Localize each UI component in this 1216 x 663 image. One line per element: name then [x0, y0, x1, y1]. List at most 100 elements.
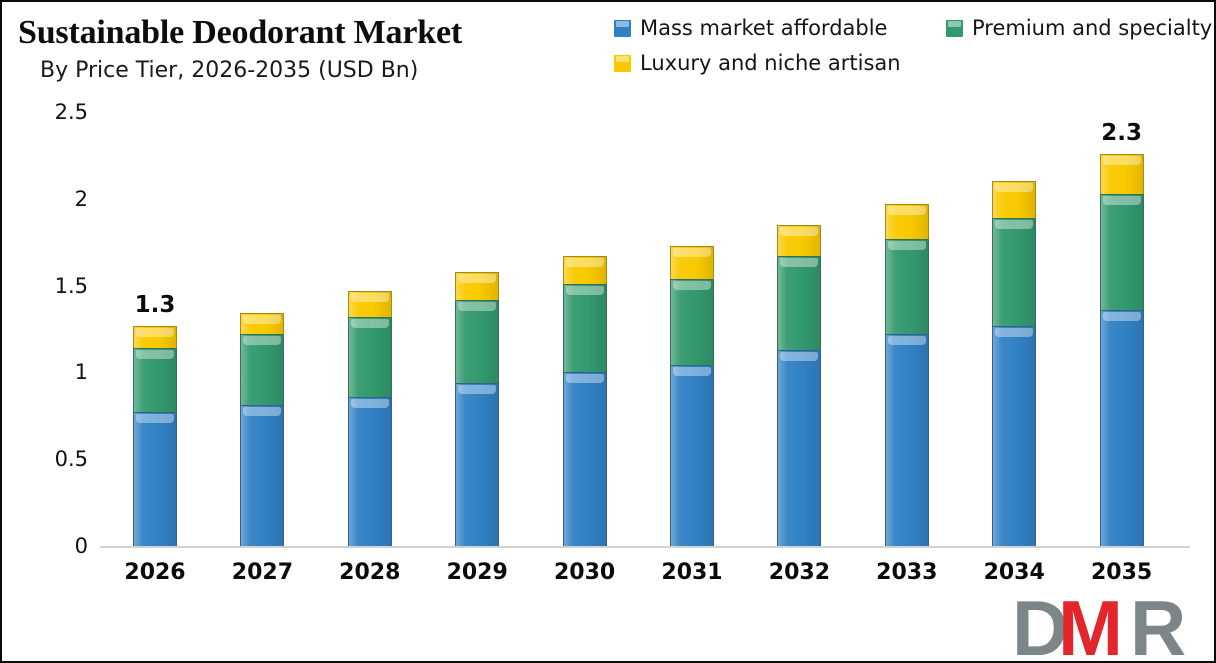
bar-segment[interactable]	[1099, 153, 1144, 194]
bar-group[interactable]: 2031	[661, 245, 723, 585]
legend-label: Premium and specialty	[972, 16, 1213, 40]
bar-sheen-overlay	[134, 326, 176, 349]
bar-sheen-overlay	[671, 246, 713, 279]
x-axis-tick-label: 2031	[661, 560, 723, 585]
bar-segment[interactable]	[347, 316, 392, 397]
bar-gloss-highlight	[458, 384, 497, 394]
bar-value-label: 1.3	[134, 291, 176, 318]
y-axis-tick-label: 0	[74, 534, 88, 558]
bar-segment[interactable]	[670, 245, 714, 279]
bar-gloss-highlight	[1102, 155, 1141, 165]
bar-segment[interactable]	[562, 256, 607, 284]
legend-item-2[interactable]: Luxury and niche artisan	[614, 53, 946, 74]
bar-sheen-overlay	[993, 326, 1036, 546]
bar-segment[interactable]	[1099, 193, 1144, 310]
bar-segment[interactable]	[562, 283, 607, 373]
bar-segment[interactable]	[777, 224, 822, 257]
x-axis-tick-label: 2033	[876, 560, 938, 585]
y-axis-tick-label: 0.5	[54, 447, 88, 472]
bar-segment[interactable]	[777, 256, 822, 350]
bar-sheen-overlay	[993, 218, 1036, 326]
bar-sheen-overlay	[1100, 154, 1143, 194]
bar-segment[interactable]	[777, 349, 822, 546]
bar-gloss-highlight	[995, 183, 1034, 193]
bar-sheen-overlay	[456, 300, 499, 383]
bar-group[interactable]: 2.3 2035	[1091, 120, 1152, 585]
legend-item-0[interactable]: Mass market affordable	[614, 18, 946, 39]
bar-segment[interactable]	[240, 405, 285, 546]
bar-group[interactable]: 2028	[339, 290, 400, 585]
bar-gloss-highlight	[458, 301, 497, 311]
bar-segment[interactable]	[347, 290, 392, 317]
bar-gloss-highlight	[1102, 195, 1141, 205]
bar-gloss-highlight	[780, 258, 819, 268]
bar-gloss-highlight	[458, 273, 497, 283]
plot-area: 0 0.5 1 1.5 2 2.5 1.3 2026 2027 2028 2029 2030 2031…	[55, 100, 1190, 585]
bar-segment[interactable]	[562, 372, 607, 546]
bar-segment[interactable]	[884, 334, 929, 546]
bar-gloss-highlight	[565, 285, 604, 295]
bar-segment[interactable]	[1099, 309, 1144, 546]
bar-sheen-overlay	[1100, 310, 1143, 546]
bar-sheen-overlay	[778, 350, 821, 546]
bar-segment[interactable]	[992, 325, 1037, 546]
bar-group[interactable]: 2027	[232, 313, 293, 585]
bar-gloss-highlight	[673, 367, 711, 377]
bar-group[interactable]: 2032	[769, 224, 830, 585]
bar-group[interactable]: 2030	[554, 256, 615, 585]
x-axis-tick-label: 2029	[446, 560, 508, 585]
bar-sheen-overlay	[671, 279, 713, 366]
bar-segment[interactable]	[240, 334, 285, 406]
bar-segment[interactable]	[884, 238, 929, 335]
bar-sheen-overlay	[348, 397, 391, 546]
x-axis-tick-label: 2034	[983, 560, 1045, 585]
bar-segment[interactable]	[133, 325, 177, 349]
bar-gloss-highlight	[780, 226, 819, 236]
bar-group[interactable]: 2029	[447, 271, 508, 585]
bar-sheen-overlay	[778, 257, 821, 350]
bar-group[interactable]: 1.3 2026	[124, 292, 185, 585]
legend-swatch-icon	[614, 55, 631, 72]
legend-label: Luxury and niche artisan	[640, 51, 901, 75]
bar-group[interactable]: 2033	[876, 204, 937, 585]
bar-segment[interactable]	[992, 217, 1037, 326]
page-title: Sustainable Deodorant Market	[18, 14, 462, 51]
x-axis-tick-label: 2027	[231, 560, 294, 585]
bar-segment[interactable]	[347, 396, 392, 546]
bar-sheen-overlay	[563, 284, 606, 373]
bar-gloss-highlight	[350, 318, 389, 328]
bar-gloss-highlight	[136, 327, 174, 337]
bar-segment[interactable]	[455, 382, 500, 546]
bar-segment[interactable]	[670, 278, 714, 366]
x-axis-tick-label: 2026	[124, 560, 186, 585]
bar-sheen-overlay	[885, 205, 928, 239]
bar-segment[interactable]	[670, 365, 714, 546]
bar-gloss-highlight	[243, 336, 282, 346]
legend-item-1[interactable]: Premium and specialty	[946, 18, 1212, 39]
x-axis-tick-label: 2032	[768, 560, 831, 585]
bar-segment[interactable]	[455, 299, 500, 383]
bar-value-label: 2.3	[1101, 119, 1142, 146]
dmr-logo-letter: R	[1130, 593, 1186, 659]
bar-gloss-highlight	[887, 336, 926, 346]
bar-segment[interactable]	[133, 412, 177, 546]
bar-segment[interactable]	[455, 271, 500, 300]
y-axis-tick-label: 2	[74, 186, 88, 211]
legend-swatch-icon	[946, 20, 963, 37]
bar-sheen-overlay	[671, 366, 713, 546]
bar-sheen-overlay	[993, 182, 1036, 218]
bar-segment[interactable]	[133, 348, 177, 413]
bar-gloss-highlight	[887, 206, 926, 216]
bar-sheen-overlay	[885, 239, 928, 335]
bar-segment[interactable]	[992, 181, 1037, 218]
bar-gloss-highlight	[565, 258, 604, 268]
bar-segment[interactable]	[884, 204, 929, 239]
bar-segment[interactable]	[240, 313, 285, 335]
bar-gloss-highlight	[136, 414, 174, 424]
bar-group[interactable]: 2034	[984, 181, 1045, 585]
bar-sheen-overlay	[456, 272, 499, 300]
bar-gloss-highlight	[243, 407, 282, 417]
